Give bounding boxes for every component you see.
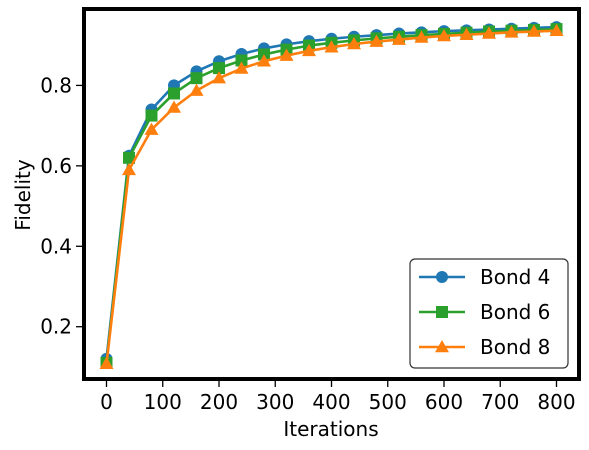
legend-item-bond-8: Bond 8 bbox=[419, 335, 550, 359]
y-axis-ticks: 0.2 0.4 0.6 0.8 bbox=[40, 73, 82, 339]
data-point-bond-8 bbox=[324, 40, 339, 53]
y-tick-label: 0.4 bbox=[40, 234, 72, 258]
x-tick-label: 100 bbox=[144, 390, 182, 414]
x-tick-label: 800 bbox=[537, 390, 575, 414]
legend-box bbox=[409, 258, 569, 369]
legend-label-bond-4: Bond 4 bbox=[480, 265, 550, 289]
y-tick-label: 0.8 bbox=[40, 73, 72, 97]
data-point-bond-8 bbox=[167, 100, 181, 113]
data-point-bond-8 bbox=[392, 32, 406, 45]
data-point-bond-8 bbox=[122, 162, 136, 176]
legend-item-bond-6: Bond 6 bbox=[419, 300, 550, 324]
legend: Bond 4 Bond 6 Bond 8 bbox=[409, 258, 569, 369]
data-point-bond-6 bbox=[123, 151, 135, 164]
legend-marker-bond-8 bbox=[435, 340, 449, 353]
data-point-bond-8 bbox=[279, 48, 294, 61]
legend-marker-bond-4 bbox=[436, 271, 448, 283]
x-tick-label: 600 bbox=[425, 390, 463, 414]
plot-frame bbox=[82, 7, 581, 381]
data-point-bond-8 bbox=[437, 28, 451, 42]
data-point-bond-6 bbox=[168, 87, 180, 100]
data-point-bond-8 bbox=[549, 23, 564, 36]
x-tick-label: 500 bbox=[369, 390, 407, 414]
data-point-bond-8 bbox=[459, 27, 474, 40]
y-tick-label: 0.6 bbox=[40, 154, 72, 178]
data-point-bond-8 bbox=[302, 43, 316, 57]
x-axis-label: Iterations bbox=[283, 417, 378, 441]
data-point-bond-8 bbox=[234, 61, 249, 74]
data-point-bond-8 bbox=[99, 356, 114, 369]
x-tick-label: 700 bbox=[481, 390, 519, 414]
x-axis-ticks: 0 100 200 300 400 500 600 700 800 bbox=[100, 381, 576, 414]
data-point-bond-6 bbox=[235, 54, 248, 67]
legend-label-bond-6: Bond 6 bbox=[480, 300, 550, 324]
data-point-bond-8 bbox=[369, 34, 384, 47]
series-layer bbox=[99, 21, 564, 369]
data-point-bond-8 bbox=[144, 122, 159, 135]
data-point-bond-8 bbox=[347, 36, 361, 50]
legend-item-bond-4: Bond 4 bbox=[419, 265, 550, 289]
legend-label-bond-8: Bond 8 bbox=[480, 335, 550, 359]
data-point-bond-8 bbox=[482, 26, 496, 39]
data-point-bond-6 bbox=[190, 72, 203, 85]
legend-marker-bond-6 bbox=[436, 306, 448, 318]
data-point-bond-8 bbox=[414, 30, 429, 43]
x-tick-label: 0 bbox=[100, 390, 113, 414]
series-bond-8 bbox=[99, 23, 564, 369]
data-point-bond-8 bbox=[257, 54, 271, 67]
data-point-bond-8 bbox=[504, 25, 519, 38]
data-point-bond-8 bbox=[189, 83, 204, 96]
y-tick-label: 0.2 bbox=[40, 315, 72, 339]
x-tick-label: 400 bbox=[312, 390, 350, 414]
data-point-bond-6 bbox=[213, 62, 225, 75]
data-point-bond-8 bbox=[527, 24, 541, 37]
y-axis-label: Fidelity bbox=[11, 159, 35, 231]
data-point-bond-6 bbox=[145, 109, 158, 122]
x-tick-label: 300 bbox=[256, 390, 294, 414]
x-tick-label: 200 bbox=[200, 390, 238, 414]
data-point-bond-8 bbox=[212, 71, 226, 84]
